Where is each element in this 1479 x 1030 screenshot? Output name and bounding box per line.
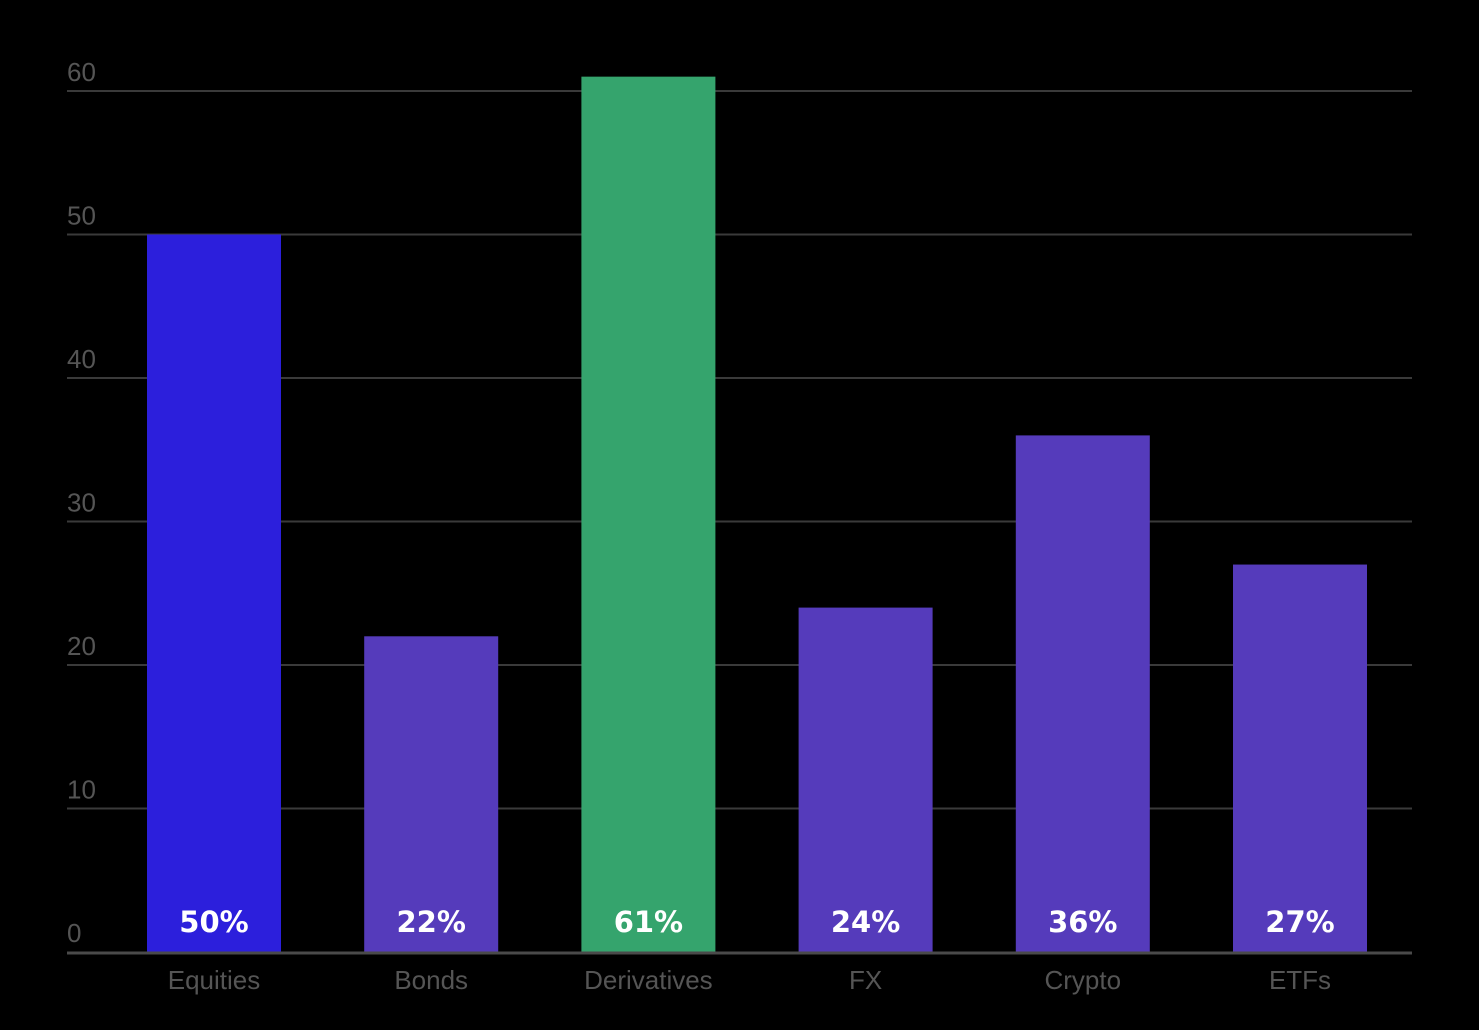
- data-label-crypto: 36%: [1048, 905, 1117, 939]
- data-labels: 50% 22% 61% 24% 36% 27%: [179, 905, 1334, 939]
- x-axis-category-labels: Equities Bonds Derivatives FX Crypto ETFs: [168, 965, 1331, 995]
- bar-fx: [798, 607, 933, 952]
- x-tick-label-crypto: Crypto: [1045, 965, 1122, 995]
- bars: [147, 76, 1367, 952]
- y-tick-label-60: 60: [67, 57, 96, 87]
- y-tick-label-10: 10: [67, 775, 96, 805]
- data-label-derivatives: 61%: [614, 905, 683, 939]
- x-tick-label-bonds: Bonds: [394, 965, 468, 995]
- y-tick-label-0: 0: [67, 918, 81, 948]
- y-tick-label-30: 30: [67, 488, 96, 518]
- data-label-etfs: 27%: [1265, 905, 1334, 939]
- bar-etfs: [1233, 564, 1367, 952]
- bar-equities: [147, 234, 281, 952]
- y-tick-label-40: 40: [67, 344, 96, 374]
- y-tick-label-50: 50: [67, 201, 96, 231]
- bar-crypto: [1015, 435, 1150, 952]
- bar-derivatives: [581, 76, 716, 952]
- bar-bonds: [364, 636, 499, 952]
- x-tick-label-equities: Equities: [168, 965, 261, 995]
- x-tick-label-derivatives: Derivatives: [584, 965, 713, 995]
- grid-lines: [67, 90, 1412, 810]
- x-tick-label-fx: FX: [849, 965, 882, 995]
- data-label-bonds: 22%: [396, 905, 465, 939]
- data-label-equities: 50%: [179, 905, 248, 939]
- data-label-fx: 24%: [831, 905, 900, 939]
- y-axis-tick-labels: 0 10 20 30 40 50 60: [67, 57, 96, 948]
- y-tick-label-20: 20: [67, 631, 96, 661]
- x-tick-label-etfs: ETFs: [1269, 965, 1331, 995]
